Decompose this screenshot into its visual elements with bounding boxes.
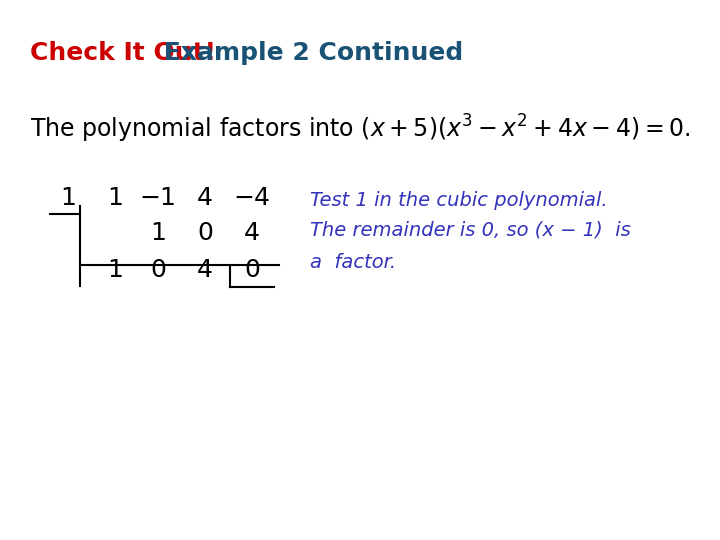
Text: 1: 1 — [107, 186, 123, 210]
Text: The polynomial factors into $(x + 5)(x^3 - x^2 + 4x - 4) = 0.$: The polynomial factors into $(x + 5)(x^3… — [30, 113, 690, 145]
Text: The remainder is 0, so (x − 1)  is: The remainder is 0, so (x − 1) is — [310, 221, 631, 240]
Text: 1: 1 — [107, 258, 123, 282]
Text: 4: 4 — [244, 221, 260, 245]
Text: Check It Out!: Check It Out! — [30, 41, 216, 65]
Text: 0: 0 — [150, 258, 166, 282]
Text: Test 1 in the cubic polynomial.: Test 1 in the cubic polynomial. — [310, 191, 608, 210]
Text: a  factor.: a factor. — [310, 253, 396, 272]
Text: 0: 0 — [244, 258, 260, 282]
Text: 1: 1 — [60, 186, 76, 210]
Text: Example 2 Continued: Example 2 Continued — [155, 41, 463, 65]
Text: 1: 1 — [150, 221, 166, 245]
Text: 4: 4 — [197, 258, 213, 282]
Text: −1: −1 — [140, 186, 176, 210]
Text: 4: 4 — [197, 186, 213, 210]
Text: 0: 0 — [197, 221, 213, 245]
Text: −4: −4 — [233, 186, 271, 210]
